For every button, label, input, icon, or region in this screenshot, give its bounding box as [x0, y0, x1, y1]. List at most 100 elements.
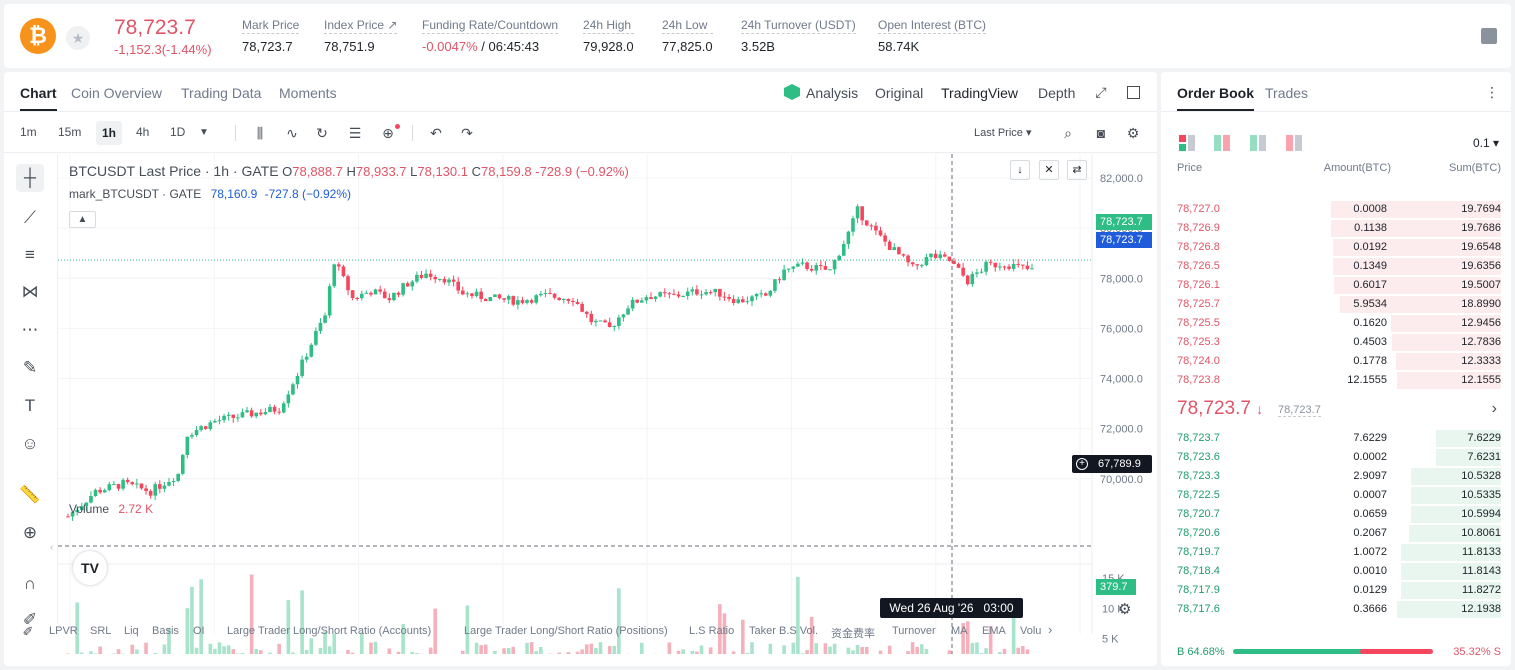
timeframe-1m[interactable]: 1m: [20, 125, 37, 139]
indicator-pencil-icon[interactable]: ✐: [22, 624, 34, 639]
bid-row[interactable]: 78,723.6 0.0002 7.6231: [1161, 448, 1511, 467]
bid-row[interactable]: 78,718.4 0.0010 11.8143: [1161, 562, 1511, 581]
indicator-lpvr[interactable]: LPVR: [49, 625, 78, 637]
crosshair-icon[interactable]: ┼: [16, 164, 44, 192]
tab-analysis[interactable]: Analysis: [806, 85, 859, 101]
ask-row[interactable]: 78,725.7 5.9534 18.8990: [1161, 295, 1511, 314]
brush-icon[interactable]: ✎: [22, 358, 38, 377]
chevron-right-icon[interactable]: ›: [1491, 400, 1497, 417]
ask-row[interactable]: 78,723.8 12.1555 12.1555: [1161, 371, 1511, 390]
bid-row[interactable]: 78,717.9 0.0129 11.8272: [1161, 581, 1511, 600]
bid-row[interactable]: 78,719.7 1.0072 11.8133: [1161, 543, 1511, 562]
indicator-ema[interactable]: EMA: [982, 625, 1006, 637]
view-bids-icon[interactable]: [1250, 135, 1268, 151]
replay-icon[interactable]: ↻: [316, 125, 328, 141]
bid-row[interactable]: 78,723.7 7.6229 7.6229: [1161, 429, 1511, 448]
view-both-icon[interactable]: [1179, 135, 1197, 151]
arrow-down-icon[interactable]: ↓: [1010, 160, 1030, 180]
book-icon[interactable]: [1481, 28, 1497, 44]
ask-row[interactable]: 78,727.0 0.0008 19.7694: [1161, 200, 1511, 219]
bid-row[interactable]: 78,717.6 0.3666 12.1938: [1161, 600, 1511, 619]
tab-trading-data[interactable]: Trading Data: [181, 85, 262, 101]
ruler-icon[interactable]: 📏: [19, 485, 41, 504]
scroll-left-icon[interactable]: ‹: [50, 542, 54, 553]
swap-icon[interactable]: ⇄: [1067, 160, 1087, 180]
timeframe-4h[interactable]: 4h: [136, 125, 150, 139]
tab-tradingview[interactable]: TradingView: [941, 85, 1019, 101]
indicator-ls-ratio[interactable]: L.S Ratio: [689, 625, 735, 637]
indicator-oi[interactable]: OI: [193, 625, 205, 637]
zoom-in-icon[interactable]: ⊕: [22, 523, 38, 542]
view-asks-icon[interactable]: [1286, 135, 1304, 151]
timeframe-1h[interactable]: 1h: [96, 121, 123, 145]
volume-bar: [667, 642, 672, 654]
tab-depth[interactable]: Depth: [1038, 85, 1076, 101]
ask-row[interactable]: 78,725.5 0.1620 12.9456: [1161, 314, 1511, 333]
indicator-lt-accounts[interactable]: Large Trader Long/Short Ratio (Accounts): [227, 625, 432, 637]
indicator-volume[interactable]: Volu: [1020, 625, 1042, 637]
add-order-icon[interactable]: +: [1076, 458, 1088, 470]
settings-gear-icon[interactable]: ⚙: [1118, 601, 1132, 618]
indicator-srl[interactable]: SRL: [90, 625, 112, 637]
mid-price[interactable]: 78,723.7 ↓: [1177, 398, 1263, 420]
ask-row[interactable]: 78,726.8 0.0192 19.6548: [1161, 238, 1511, 257]
bid-row[interactable]: 78,723.3 2.9097 10.5328: [1161, 467, 1511, 486]
ask-row[interactable]: 78,726.5 0.1349 19.6356: [1161, 257, 1511, 276]
view-split-icon[interactable]: [1214, 135, 1232, 151]
fullscreen-icon[interactable]: ⤢: [1095, 84, 1107, 100]
tab-trades[interactable]: Trades: [1265, 85, 1309, 101]
tab-coin-overview[interactable]: Coin Overview: [71, 85, 163, 101]
window-icon[interactable]: [1127, 86, 1140, 99]
tab-moments[interactable]: Moments: [279, 85, 337, 101]
depth-bar: [1400, 544, 1501, 561]
bid-row[interactable]: 78,720.7 0.0659 10.5994: [1161, 505, 1511, 524]
price-source-select[interactable]: Last Price ▾: [974, 127, 1032, 139]
collapse-legend-button[interactable]: ▲: [69, 211, 96, 228]
tab-chart[interactable]: Chart: [20, 85, 57, 111]
fib-icon[interactable]: ≡: [25, 245, 35, 264]
emoji-icon[interactable]: ☺: [21, 434, 39, 453]
text-icon[interactable]: T: [24, 396, 36, 415]
candlestick-chart[interactable]: 82,000.080,000.078,000.076,000.074,000.0…: [4, 154, 1157, 654]
indicator-turnover[interactable]: Turnover: [892, 625, 936, 637]
precision-select[interactable]: 0.1 ▾: [1472, 136, 1499, 150]
search-icon[interactable]: ⌕: [1064, 125, 1072, 141]
magnet-icon[interactable]: ∩: [23, 574, 37, 593]
volume-bar: [89, 651, 93, 654]
candle-type-icon[interactable]: ⫼: [256, 125, 264, 141]
bid-row[interactable]: 78,722.5 0.0007 10.5335: [1161, 486, 1511, 505]
indicator-ma[interactable]: MA: [951, 625, 968, 637]
indicator-funding[interactable]: 资金费率: [831, 628, 875, 640]
redo-icon[interactable]: ↷: [461, 125, 473, 141]
stat-index-price[interactable]: Index Price ↗ 78,751.9: [324, 18, 398, 54]
indicator-liq[interactable]: Liq: [124, 625, 139, 637]
ask-row[interactable]: 78,726.1 0.6017 19.5007: [1161, 276, 1511, 295]
trendline-icon[interactable]: ⟋: [24, 208, 36, 227]
ask-row[interactable]: 78,724.0 0.1778 12.3333: [1161, 352, 1511, 371]
more-vertical-icon[interactable]: ⋮: [1485, 84, 1499, 100]
ask-row[interactable]: 78,725.3 0.4503 12.7836: [1161, 333, 1511, 352]
indicators-icon[interactable]: ∿: [286, 125, 298, 141]
templates-icon[interactable]: ☰: [348, 125, 362, 141]
indicator-taker-vol[interactable]: Taker B.S Vol.: [749, 625, 819, 637]
pencil-icon[interactable]: ✐: [22, 610, 38, 629]
tab-original[interactable]: Original: [875, 85, 924, 101]
timeframe-1d[interactable]: 1D: [170, 125, 186, 139]
indicator-basis[interactable]: Basis: [152, 625, 179, 637]
indicator-lt-positions[interactable]: Large Trader Long/Short Ratio (Positions…: [464, 625, 668, 637]
bid-row[interactable]: 78,720.6 0.2067 10.8061: [1161, 524, 1511, 543]
gear-icon[interactable]: ⚙: [1126, 125, 1140, 141]
favorite-star-icon[interactable]: ★: [66, 26, 90, 50]
ask-row[interactable]: 78,726.9 0.1138 19.7686: [1161, 219, 1511, 238]
pattern-icon[interactable]: ⋈: [21, 282, 39, 301]
camera-icon[interactable]: ◙: [1096, 125, 1106, 141]
undo-icon[interactable]: ↶: [430, 125, 442, 141]
add-alert-icon[interactable]: ⊕: [382, 125, 394, 141]
close-icon[interactable]: ✕: [1039, 160, 1059, 180]
tab-order-book[interactable]: Order Book: [1177, 85, 1255, 111]
projection-icon[interactable]: ⋯: [21, 320, 39, 339]
chevron-right-icon[interactable]: ›: [1048, 622, 1053, 637]
timeframe-15m[interactable]: 15m: [58, 125, 82, 139]
tradingview-logo[interactable]: TV: [73, 551, 107, 585]
chevron-down-icon[interactable]: ▼: [199, 127, 209, 138]
